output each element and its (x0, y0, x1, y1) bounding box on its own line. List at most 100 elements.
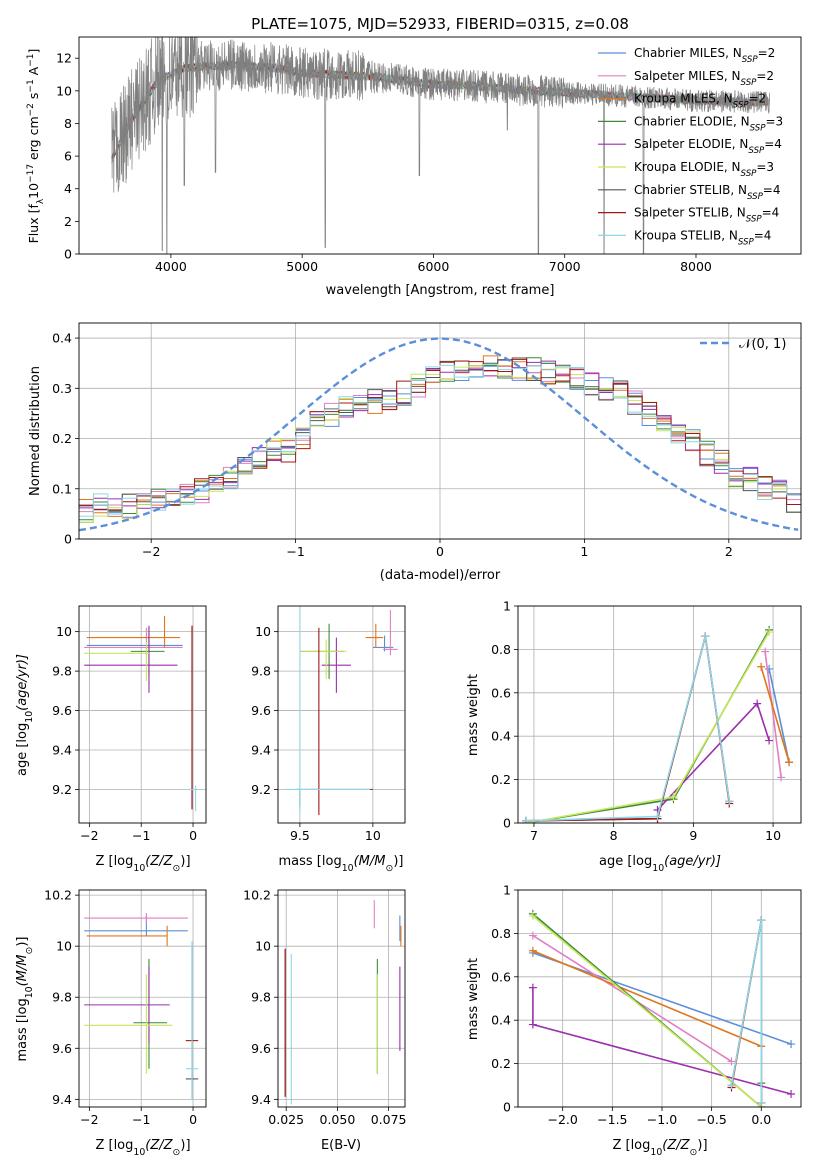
y-tick-label: 9.4 (52, 1092, 72, 1107)
series-line (525, 636, 731, 822)
x-tick-label: 2 (725, 544, 733, 559)
legend-entry: 𝒩(0, 1) (739, 337, 786, 352)
y-tick-label: 10.2 (44, 888, 72, 903)
figure-title: PLATE=1075, MJD=52933, FIBERID=0315, z=0… (251, 15, 629, 33)
y-tick-label: 0.1 (52, 481, 72, 496)
y-axis-label: mass [log10(M/M⊙)] (15, 937, 35, 1062)
y-tick-label: 9.8 (251, 990, 271, 1005)
x-tick-label: 0.050 (320, 1112, 356, 1127)
y-tick-label: 9.6 (251, 1041, 271, 1056)
y-tick-label: 0.4 (52, 331, 72, 346)
mass-weight-vs-Z-frame (517, 889, 802, 1108)
y-tick-label: 0.6 (491, 685, 511, 700)
x-tick-label: −1 (286, 544, 304, 559)
y-tick-label: 9.4 (251, 743, 271, 758)
x-axis-label: wavelength [Angstrom, rest frame] (326, 283, 555, 298)
mass-weight-vs-age-axes: 7 8 9 10 0 0.2 0.4 0.6 0.8 1 (491, 599, 801, 843)
y-axis-label: mass weight (466, 958, 481, 1040)
y-tick-label: 0.4 (491, 1013, 511, 1028)
y-tick-label: 10.2 (243, 888, 271, 903)
y-axis-label: mass weight (466, 674, 481, 756)
data-point (757, 916, 766, 925)
mass-vs-EBV-plot (284, 900, 402, 1105)
data-point (528, 983, 537, 992)
x-tick-label: 4000 (155, 259, 187, 274)
y-tick-label: 8 (64, 116, 72, 131)
x-axis-label: Z [log10(Z/Z⊙)] (612, 1138, 707, 1158)
histogram-step (79, 363, 801, 517)
y-tick-label: 9.8 (52, 664, 72, 679)
age-vs-Z-frame (78, 605, 207, 824)
data-point (727, 1057, 736, 1066)
mass-vs-Z-axes: −2 −1 0 9.4 9.6 9.8 10 10.2 (44, 888, 206, 1127)
y-tick-label: 0 (64, 532, 72, 547)
normal-curve (79, 337, 799, 532)
legend-entry: Salpeter ELODIE, NSSP=4 (634, 137, 782, 156)
y-tick-label: 10 (255, 939, 271, 954)
data-line (111, 37, 770, 254)
legend-entry: Salpeter MILES, NSSP=2 (634, 69, 774, 88)
x-tick-label: 10 (765, 828, 781, 843)
series-line (764, 651, 782, 778)
residuals-axes: −2 −1 0 1 2 0 0.1 0.2 0.3 0.4 (52, 323, 801, 559)
x-tick-label: 10 (365, 828, 381, 843)
y-tick-label: 10 (56, 939, 72, 954)
data-point (528, 931, 537, 940)
y-tick-label: 4 (64, 181, 72, 196)
x-tick-label: −1.5 (597, 1112, 627, 1127)
y-tick-label: 9.2 (251, 782, 271, 797)
mass-vs-Z-frame (78, 889, 207, 1108)
data-point (761, 647, 770, 656)
legend-entry: Chabrier ELODIE, NSSP=3 (634, 114, 783, 133)
data-point (765, 736, 774, 745)
x-tick-label: −2 (80, 1112, 98, 1127)
data-point (777, 773, 786, 782)
x-tick-label: 6000 (418, 259, 450, 274)
mass-vs-Z-plot (84, 912, 199, 1100)
y-tick-label: 0.8 (491, 642, 511, 657)
x-tick-label: 7 (530, 828, 538, 843)
x-tick-label: −1.0 (647, 1112, 677, 1127)
age-vs-mass-plot (285, 606, 398, 816)
data-point (765, 664, 774, 673)
data-point (787, 1089, 796, 1098)
y-tick-label: 9.4 (52, 743, 72, 758)
age-vs-mass-frame (277, 605, 406, 824)
data-point (521, 816, 530, 823)
x-tick-label: 0 (436, 544, 444, 559)
x-tick-label: 0 (189, 828, 197, 843)
data-point (765, 628, 774, 637)
y-tick-label: 0.2 (52, 431, 72, 446)
data-point (787, 1040, 796, 1049)
mass-vs-EBV-axes: 0.025 0.050 0.075 9.4 9.6 9.8 10 10.2 (243, 888, 406, 1127)
legend-entry: Salpeter STELIB, NSSP=4 (634, 206, 779, 225)
y-tick-label: 9.6 (52, 703, 72, 718)
y-tick-label: 0.4 (491, 729, 511, 744)
y-tick-label: 0.2 (491, 1056, 511, 1071)
age-vs-mass-axes: 9.5 10 9.2 9.4 9.6 9.8 10 (251, 606, 405, 843)
data-point (757, 1098, 766, 1107)
legend-entry: Chabrier MILES, NSSP=2 (634, 46, 775, 65)
spectrum-frame (78, 36, 802, 255)
x-tick-label: 8000 (680, 259, 712, 274)
y-tick-label: 9.8 (52, 990, 72, 1005)
y-tick-label: 6 (64, 149, 72, 164)
y-axis-label: Normed distribution (28, 366, 43, 496)
data-point (528, 946, 537, 955)
x-tick-label: 1 (580, 544, 588, 559)
data-point (701, 632, 710, 641)
y-tick-label: 0.8 (491, 926, 511, 941)
legend-entry: Chabrier STELIB, NSSP=4 (634, 183, 781, 202)
x-tick-label: 8 (610, 828, 618, 843)
x-tick-label: −1 (132, 828, 150, 843)
series-line (532, 950, 762, 1047)
data-point (753, 699, 762, 708)
series-line (525, 636, 731, 822)
spectrum-axes: 4000 5000 6000 7000 8000 0 2 4 6 8 10 12 (56, 51, 712, 274)
y-tick-label: 0 (503, 816, 511, 831)
x-tick-label: −2.0 (548, 1112, 578, 1127)
y-tick-label: 12 (56, 51, 72, 66)
y-axis-label: Flux [fλ10−17 erg cm−2 s−1 A−1] (26, 49, 46, 244)
x-tick-label: 5000 (286, 259, 318, 274)
